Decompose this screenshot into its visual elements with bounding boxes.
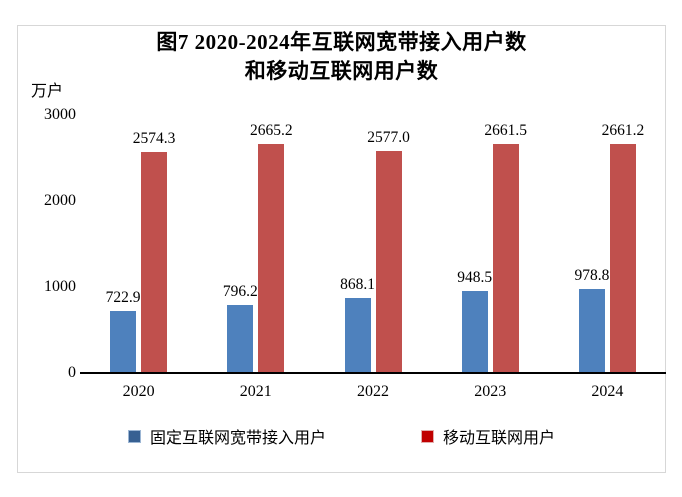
bar-slot: 2577.0 [367,115,410,373]
bar-group: 948.5 2661.5 2023 [432,115,549,400]
bar [578,288,605,373]
legend-item: 固定互联网宽带接入用户 [127,424,326,448]
bar-slot: 796.2 [223,115,258,373]
bar-group: 722.9 2574.3 2020 [80,115,197,400]
y-tick-label: 1000 [44,278,76,295]
bar [227,304,254,373]
bar [375,151,402,373]
x-axis-label: 2020 [122,383,155,400]
chart-title-line2: 和移动互联网用户数 [244,59,439,83]
y-axis-unit-label: 万户 [31,83,64,100]
bar [110,310,137,373]
bar-value-label: 868.1 [340,276,375,294]
chart-title-line1: 图7 2020-2024年互联网宽带接入用户数 [156,30,527,54]
x-axis-label: 2024 [591,383,624,400]
chart-title: 图7 2020-2024年互联网宽带接入用户数 和移动互联网用户数 [17,28,666,86]
bar-slot: 2665.2 [250,115,293,373]
bar-group: 796.2 2665.2 2021 [197,115,314,400]
y-tick-label: 3000 [44,106,76,123]
bar-value-label: 796.2 [222,282,258,300]
chart-frame [17,25,666,473]
bar-group: 868.1 2577.0 2022 [314,115,431,400]
y-tick-label: 2000 [44,192,76,209]
bar [492,144,519,373]
bar-slot: 722.9 [106,115,141,373]
legend-label: 固定互联网宽带接入用户 [149,430,326,447]
bar-value-label: 948.5 [457,269,493,287]
x-axis-label: 2021 [239,383,272,400]
legend-label: 移动互联网用户 [443,430,556,447]
bar-value-label: 2661.5 [484,122,528,140]
bar-value-label: 2577.0 [367,129,410,147]
y-tick-label: 0 [68,364,76,381]
x-axis-line [80,372,666,374]
bar [258,143,285,373]
bar [461,291,488,373]
bar-value-label: 2665.2 [249,121,293,139]
bar-value-label: 2574.3 [132,129,176,147]
bar-slot: 978.8 [574,115,609,373]
bar [609,144,636,373]
legend-marker-square-icon [421,429,434,443]
bar-value-label: 2661.2 [601,122,645,140]
bar-slot: 2574.3 [133,115,175,373]
bar-slot: 2661.2 [602,115,644,373]
bar [344,298,371,373]
bar-value-label: 722.9 [105,288,141,306]
bar [141,151,168,373]
plot-area: 722.9 2574.3 2020 796.2 2665.2 2021 868.1 2577.… [80,115,666,400]
bar-slot: 2661.5 [484,115,527,373]
legend-marker-square-icon [127,429,141,443]
bar-value-label: 978.8 [574,266,610,284]
bar-group: 978.8 2661.2 2024 [549,115,666,400]
legend-item: 移动互联网用户 [421,424,555,448]
bar-slot: 948.5 [457,115,492,373]
x-axis-label: 2022 [357,383,389,400]
x-axis-label: 2023 [474,383,507,400]
bar-slot: 868.1 [340,115,375,373]
legend: 固定互联网宽带接入用户 移动互联网用户 [17,424,666,448]
